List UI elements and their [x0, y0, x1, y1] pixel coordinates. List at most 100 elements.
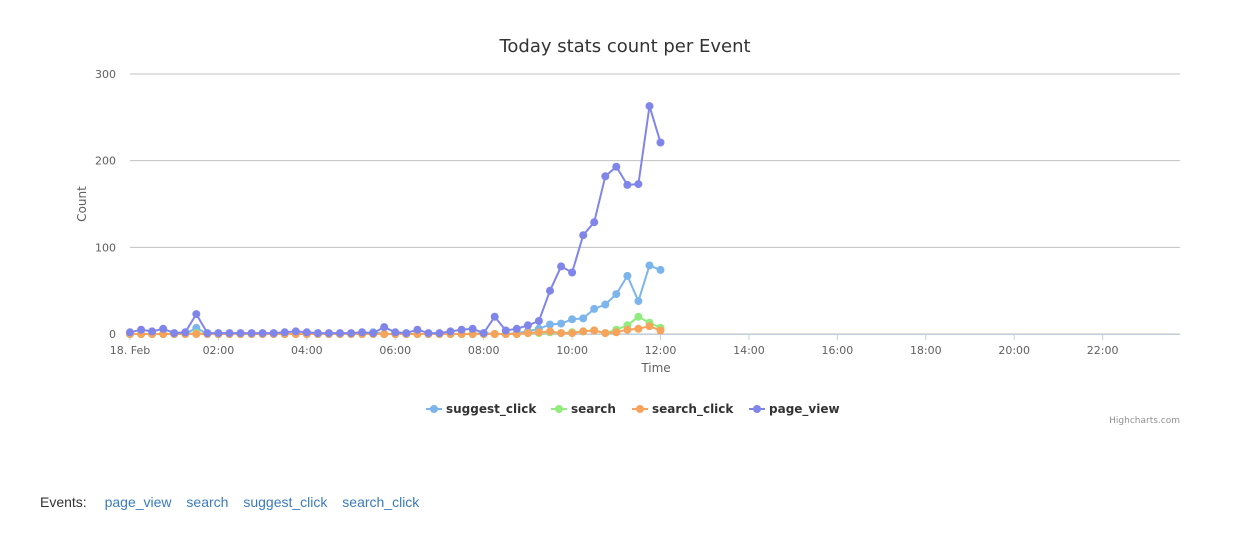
data-point[interactable]: [280, 328, 289, 337]
data-point[interactable]: [534, 317, 543, 325]
data-point[interactable]: [402, 329, 411, 338]
data-point[interactable]: [148, 327, 157, 336]
grid-lines: [130, 73, 1180, 335]
data-point[interactable]: [490, 312, 499, 321]
event-link-search[interactable]: search: [186, 494, 229, 510]
data-point[interactable]: [623, 180, 632, 189]
data-point[interactable]: [247, 329, 256, 338]
data-point[interactable]: [258, 329, 267, 338]
data-point[interactable]: [347, 329, 356, 338]
data-point[interactable]: [601, 329, 610, 338]
data-point[interactable]: [568, 268, 577, 277]
data-point[interactable]: [579, 231, 588, 240]
data-point[interactable]: [546, 320, 554, 329]
data-point[interactable]: [192, 310, 201, 319]
data-point[interactable]: [557, 329, 566, 338]
data-point[interactable]: [170, 329, 179, 338]
data-point[interactable]: [645, 322, 654, 331]
data-point[interactable]: [336, 329, 344, 338]
data-point[interactable]: [236, 329, 245, 338]
data-point[interactable]: [546, 327, 554, 336]
data-point[interactable]: [479, 329, 488, 338]
data-point[interactable]: [159, 324, 168, 333]
data-point[interactable]: [501, 326, 510, 335]
data-point[interactable]: [546, 286, 554, 295]
data-point[interactable]: [324, 329, 333, 338]
data-point[interactable]: [225, 329, 234, 338]
data-point[interactable]: [435, 329, 444, 338]
event-link-page-view[interactable]: page_view: [104, 494, 172, 510]
series-line: [129, 105, 662, 335]
data-point[interactable]: [523, 321, 532, 330]
data-point[interactable]: [634, 312, 643, 321]
data-point[interactable]: [645, 102, 654, 111]
data-point[interactable]: [579, 327, 588, 336]
data-point[interactable]: [656, 265, 665, 274]
event-link-search-click[interactable]: search_click: [342, 494, 420, 510]
data-point[interactable]: [534, 328, 543, 337]
credits-link[interactable]: Highcharts.com: [1109, 416, 1180, 426]
x-axis: 18. Feb 02:00 04:00 06:00 08:00 10:00 12:00 14:…: [110, 334, 1180, 357]
data-point[interactable]: [590, 326, 599, 335]
legend-item-search-click[interactable]: search_click: [632, 402, 734, 417]
data-point[interactable]: [568, 315, 577, 324]
data-point[interactable]: [391, 328, 400, 337]
data-point[interactable]: [512, 324, 521, 333]
legend-label: suggest_click: [446, 402, 537, 417]
data-point[interactable]: [126, 328, 134, 337]
data-point[interactable]: [424, 329, 433, 338]
y-tick-label: 300: [95, 68, 116, 81]
data-point[interactable]: [557, 262, 566, 271]
y-axis-ticks: 0 100 200 300: [95, 68, 116, 341]
x-tick-label: 14:00: [733, 344, 765, 357]
data-point[interactable]: [634, 180, 643, 189]
data-point[interactable]: [634, 297, 643, 306]
x-tick-label: 18. Feb: [110, 344, 150, 357]
data-point[interactable]: [468, 324, 477, 333]
data-point[interactable]: [380, 323, 389, 332]
data-point[interactable]: [656, 138, 665, 147]
data-point[interactable]: [490, 330, 499, 338]
data-point[interactable]: [291, 327, 300, 336]
data-point[interactable]: [523, 329, 532, 338]
x-axis-title: Time: [640, 361, 670, 375]
data-point[interactable]: [192, 330, 201, 338]
data-point[interactable]: [137, 325, 146, 334]
data-point[interactable]: [203, 329, 212, 338]
data-point[interactable]: [380, 330, 389, 338]
y-axis-title: Count: [75, 186, 89, 222]
data-point[interactable]: [623, 271, 632, 280]
data-point[interactable]: [269, 329, 278, 338]
data-point[interactable]: [214, 329, 223, 338]
data-point[interactable]: [358, 328, 367, 337]
legend-item-suggest-click[interactable]: suggest_click: [426, 402, 537, 417]
data-point[interactable]: [612, 328, 621, 337]
y-tick-label: 0: [109, 328, 116, 341]
data-point[interactable]: [457, 325, 466, 334]
x-tick-label: 20:00: [998, 344, 1030, 357]
data-point[interactable]: [590, 218, 599, 227]
data-point[interactable]: [645, 261, 654, 270]
data-point[interactable]: [181, 328, 190, 337]
data-point[interactable]: [557, 319, 566, 328]
legend[interactable]: suggest_click search search_click page_view: [426, 402, 840, 417]
event-link-suggest-click[interactable]: suggest_click: [243, 494, 328, 510]
data-point[interactable]: [579, 314, 588, 323]
data-point[interactable]: [601, 300, 610, 309]
data-point[interactable]: [601, 172, 610, 181]
legend-item-search[interactable]: search: [551, 402, 616, 416]
data-point[interactable]: [634, 324, 643, 333]
data-point[interactable]: [612, 162, 621, 171]
data-point[interactable]: [623, 325, 632, 334]
data-point[interactable]: [656, 326, 665, 335]
data-point[interactable]: [369, 329, 378, 338]
x-tick-label: 12:00: [645, 344, 677, 357]
data-point[interactable]: [313, 329, 322, 338]
data-point[interactable]: [302, 328, 311, 337]
data-point[interactable]: [568, 329, 577, 338]
data-point[interactable]: [413, 325, 422, 334]
data-point[interactable]: [590, 304, 599, 313]
legend-item-page-view[interactable]: page_view: [749, 402, 840, 417]
data-point[interactable]: [446, 327, 455, 336]
data-point[interactable]: [612, 290, 621, 299]
